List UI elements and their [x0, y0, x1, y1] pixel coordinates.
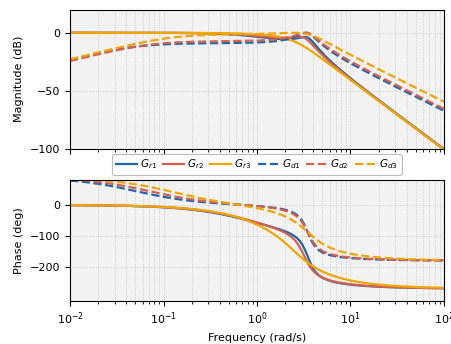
Y-axis label: Phase (deg): Phase (deg) [14, 207, 24, 274]
Legend: $G_{r1}$, $G_{r2}$, $G_{r3}$, $G_{d1}$, $G_{d2}$, $G_{d3}$: $G_{r1}$, $G_{r2}$, $G_{r3}$, $G_{d1}$, … [112, 154, 400, 175]
X-axis label: Frequency (rad/s): Frequency (rad/s) [207, 333, 305, 343]
Y-axis label: Magnitude (dB): Magnitude (dB) [14, 36, 24, 122]
